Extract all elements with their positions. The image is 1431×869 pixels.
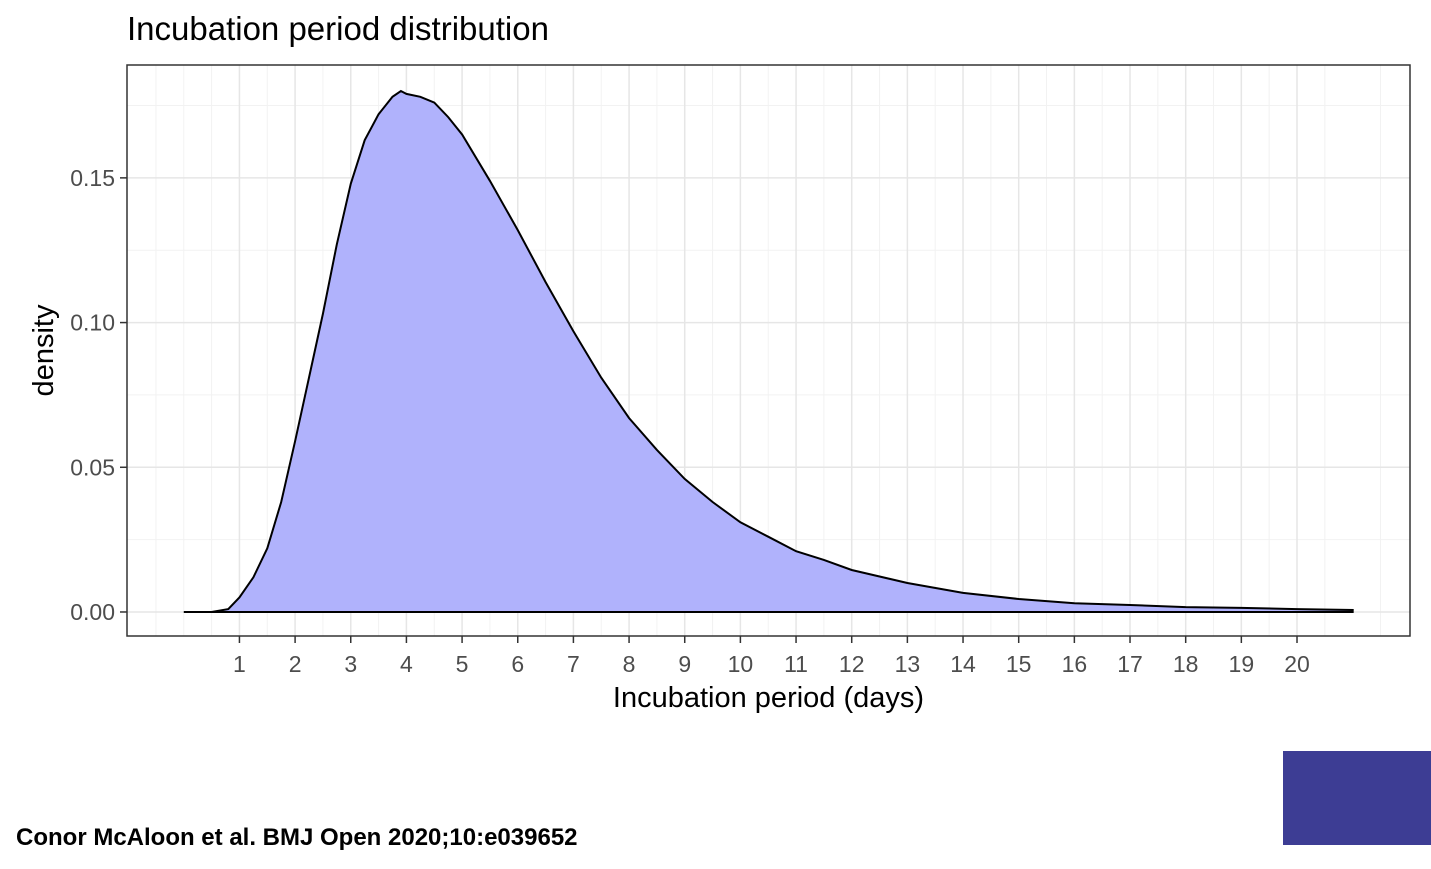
x-tick-label: 8 (623, 651, 636, 677)
x-tick-label: 18 (1173, 651, 1199, 677)
x-tick-label: 3 (344, 651, 357, 677)
x-tick-label: 19 (1229, 651, 1255, 677)
y-tick-label: 0.10 (70, 310, 115, 336)
density-line (183, 89, 1354, 613)
citation: Conor McAloon et al. BMJ Open 2020;10:e0… (16, 824, 578, 851)
x-tick-label: 9 (678, 651, 691, 677)
x-tick-label: 2 (289, 651, 302, 677)
x-tick-label: 10 (728, 651, 754, 677)
x-tick-label: 12 (839, 651, 865, 677)
x-tick-label: 16 (1062, 651, 1088, 677)
y-axis-label: density (28, 304, 60, 396)
y-tick-label: 0.05 (70, 454, 115, 480)
chart-title: Incubation period distribution (127, 10, 549, 47)
x-tick-label: 1 (233, 651, 246, 677)
x-tick-label: 20 (1284, 651, 1310, 677)
x-axis-label: Incubation period (days) (613, 682, 924, 714)
bmj-open-logo (1283, 751, 1431, 845)
plot-border (126, 64, 1411, 637)
x-tick-label: 6 (511, 651, 524, 677)
x-tick-label: 5 (456, 651, 469, 677)
x-tick-label: 17 (1117, 651, 1143, 677)
x-tick-label: 13 (895, 651, 921, 677)
x-tick-label: 7 (567, 651, 580, 677)
density-area (183, 91, 1353, 612)
y-tick-label: 0.15 (70, 165, 115, 191)
x-tick-label: 4 (400, 651, 413, 677)
x-tick-label: 11 (784, 651, 808, 677)
x-tick-label: 14 (950, 651, 976, 677)
y-tick-label: 0.00 (70, 599, 115, 625)
x-tick-label: 15 (1006, 651, 1032, 677)
